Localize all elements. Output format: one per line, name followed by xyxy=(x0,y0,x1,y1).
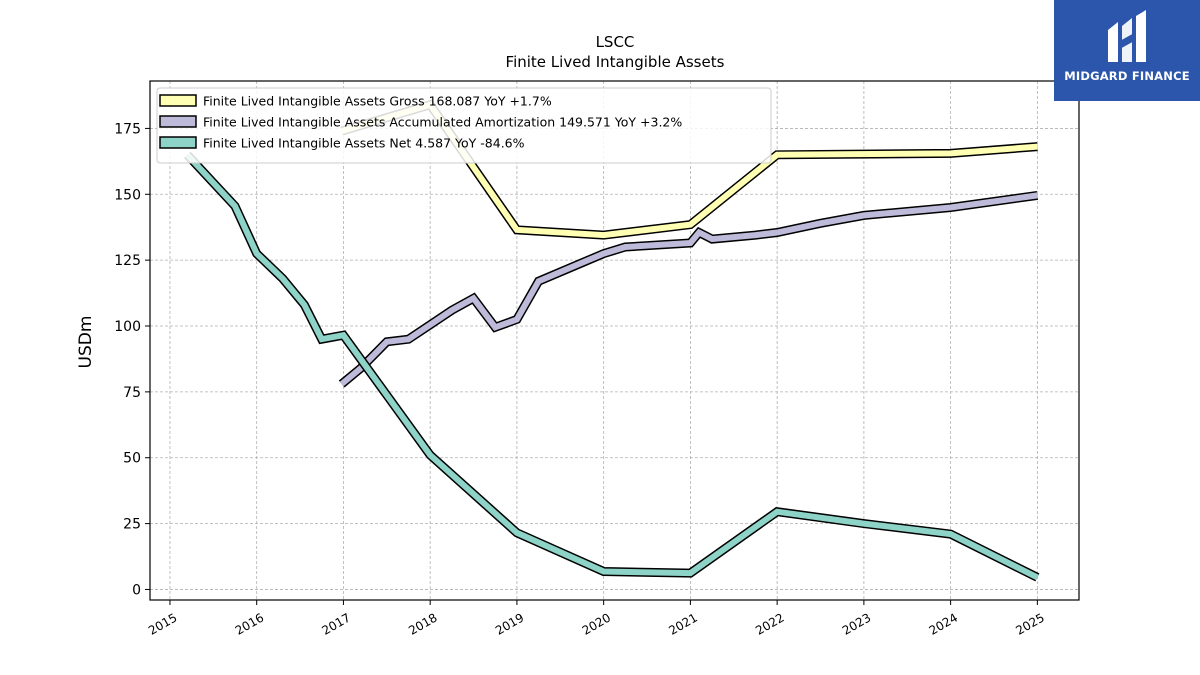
series-line-2 xyxy=(185,152,1039,581)
logo-wordmark: MIDGARD FINANCE xyxy=(1064,69,1190,83)
x-tick-label: 2019 xyxy=(493,610,526,637)
x-tick-label: 2018 xyxy=(406,610,439,637)
legend-item: Finite Lived Intangible Assets Accumulat… xyxy=(159,115,682,130)
legend-swatch xyxy=(159,115,197,128)
x-tick-label: 2020 xyxy=(580,610,613,637)
x-tick-label: 2015 xyxy=(146,610,179,637)
legend-swatch xyxy=(159,136,197,149)
y-tick-label: 150 xyxy=(114,187,141,203)
legend-box xyxy=(156,87,772,164)
x-tick-label: 2021 xyxy=(666,610,699,637)
x-tick-label: 2017 xyxy=(319,610,352,637)
legend-label: Finite Lived Intangible Assets Gross 168… xyxy=(203,94,552,109)
legend: Finite Lived Intangible Assets Gross 168… xyxy=(156,87,772,164)
legend-item: Finite Lived Intangible Assets Net 4.587… xyxy=(159,136,525,151)
y-tick-label: 125 xyxy=(114,253,141,269)
chart-subtitle: Finite Lived Intangible Assets xyxy=(506,53,725,71)
series-outline-2 xyxy=(184,151,1040,582)
y-axis-label: USDm xyxy=(76,316,96,369)
chart-title: LSCC xyxy=(596,33,635,51)
y-tick-label: 25 xyxy=(123,517,141,533)
y-tick-label: 50 xyxy=(123,451,141,467)
brand-logo: MIDGARD FINANCE xyxy=(1054,0,1200,101)
logo-mark-icon xyxy=(1108,10,1146,62)
plot-area-frame xyxy=(149,80,1080,601)
y-tick-label: 175 xyxy=(114,121,141,137)
series-line-1 xyxy=(339,192,1038,387)
x-tick-label: 2024 xyxy=(927,610,960,637)
legend-label: Finite Lived Intangible Assets Accumulat… xyxy=(203,115,682,130)
y-tick-label: 100 xyxy=(114,319,141,335)
legend-swatch xyxy=(159,94,197,107)
x-tick-label: 2022 xyxy=(753,610,786,637)
legend-label: Finite Lived Intangible Assets Net 4.587… xyxy=(203,136,525,151)
y-tick-label: 75 xyxy=(123,385,141,401)
legend-item: Finite Lived Intangible Assets Gross 168… xyxy=(159,94,552,109)
series-layer xyxy=(184,99,1040,582)
x-tick-label: 2016 xyxy=(233,610,266,637)
x-tick-label: 2025 xyxy=(1013,610,1046,637)
x-tick-label: 2023 xyxy=(840,610,873,637)
y-tick-label: 0 xyxy=(132,582,141,598)
